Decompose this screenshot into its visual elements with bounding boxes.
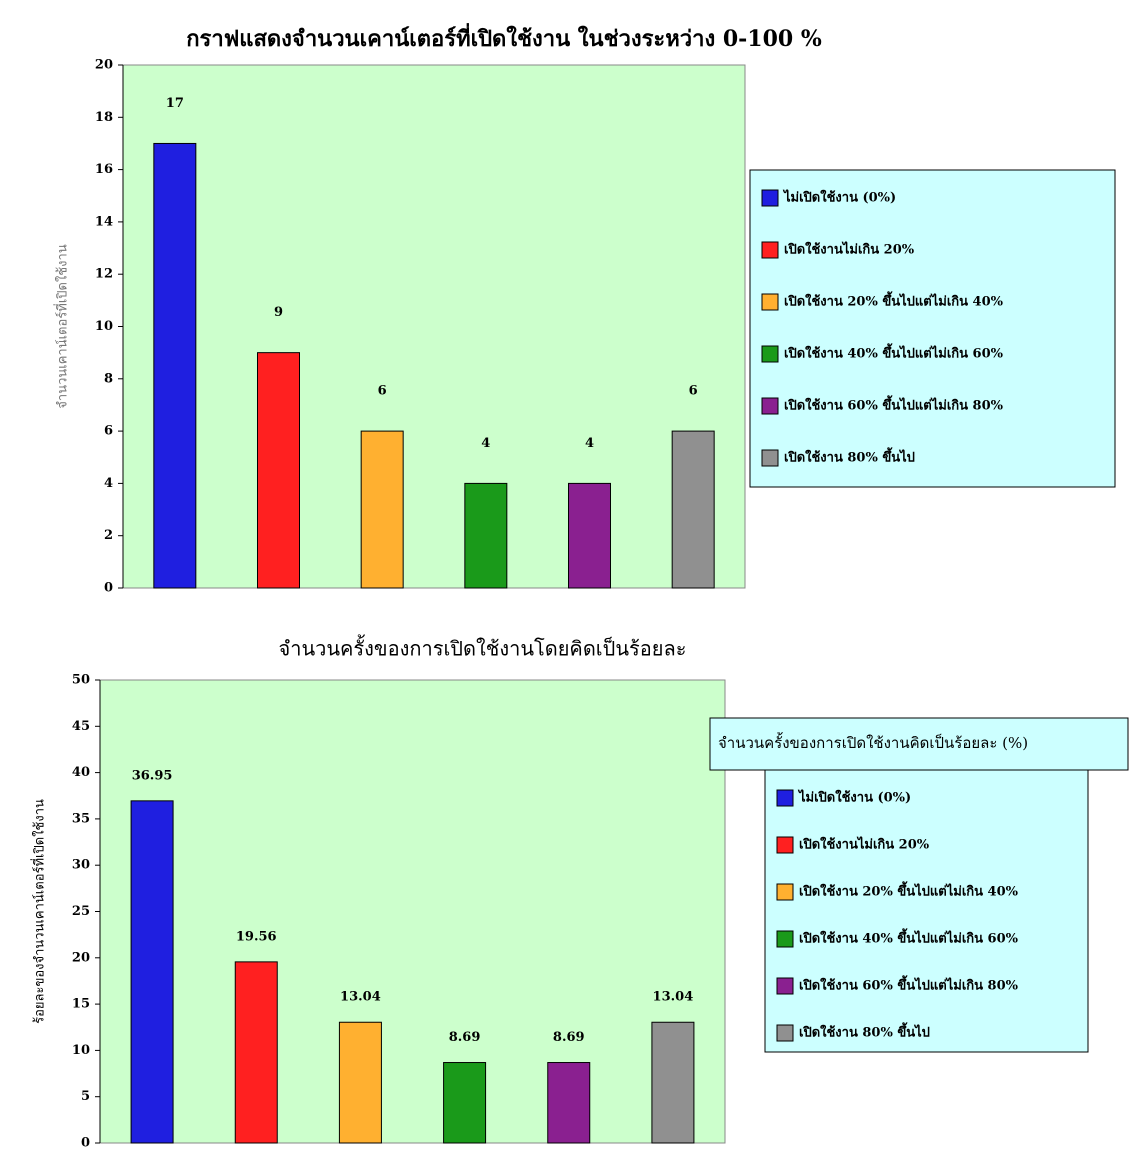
bar [443, 1062, 487, 1144]
y-tick-label: 35 [72, 811, 90, 826]
legend-swatch [776, 836, 794, 854]
legend-label: เปิดใช้งาน 20% ขึ้นไปแต่ไม่เกิน 40% [799, 881, 1019, 900]
legend-label: เปิดใช้งานไม่เกิน 20% [799, 836, 930, 853]
bar [464, 482, 508, 589]
legend-swatch [776, 977, 794, 995]
legend-swatch [761, 345, 779, 363]
y-tick-label: 16 [95, 162, 113, 177]
bar [547, 1062, 591, 1144]
legend-box [764, 769, 1089, 1053]
legend-swatch [776, 930, 794, 948]
legend-swatch [761, 189, 779, 207]
legend-label: ไม่เปิดใช้งาน (0%) [782, 189, 896, 206]
y-axis-label: จำนวนเคาน์เตอร์ที่เปิดใช้งาน [54, 244, 71, 409]
y-tick-label: 10 [72, 1043, 90, 1058]
legend-label: เปิดใช้งาน 60% ขึ้นไปแต่ไม่เกิน 80% [784, 395, 1004, 414]
y-tick-label: 20 [95, 58, 113, 73]
legend-label: เปิดใช้งาน 40% ขึ้นไปแต่ไม่เกิน 60% [784, 343, 1004, 362]
data-label: 4 [481, 436, 490, 451]
bar [651, 1021, 695, 1144]
legend-label: เปิดใช้งานไม่เกิน 20% [784, 241, 915, 258]
y-tick-label: 40 [72, 765, 90, 780]
legend-label: เปิดใช้งาน 80% ขึ้นไป [784, 447, 915, 466]
y-tick-label: 0 [81, 1136, 90, 1150]
chart-title: กราฟแสดงจำนวนเคาน์เตอร์ที่เปิดใช้งาน ในช… [186, 22, 822, 52]
y-tick-label: 4 [104, 476, 113, 491]
y-tick-label: 14 [95, 214, 113, 229]
chart-title: จำนวนครั้งของการเปิดใช้งานโดยคิดเป็นร้อย… [279, 635, 687, 661]
data-label: 8.69 [553, 1030, 585, 1045]
bar [360, 430, 404, 589]
y-tick-label: 18 [95, 110, 113, 125]
bar [568, 482, 611, 589]
y-tick-label: 2 [104, 528, 113, 543]
legend-label: เปิดใช้งาน 80% ขึ้นไป [799, 1022, 930, 1041]
bar [234, 961, 278, 1144]
data-label: 13.04 [340, 990, 381, 1005]
y-tick-label: 50 [72, 673, 90, 688]
bar [338, 1021, 382, 1144]
legend-label: เปิดใช้งาน 20% ขึ้นไปแต่ไม่เกิน 40% [784, 291, 1004, 310]
bar [130, 800, 174, 1144]
bar [257, 352, 300, 589]
bar [671, 430, 715, 589]
y-tick-label: 45 [72, 719, 90, 734]
y-tick-label: 30 [72, 858, 90, 873]
legend-swatch [776, 1024, 794, 1042]
data-label: 6 [689, 384, 698, 399]
data-label: 36.95 [132, 768, 173, 783]
legend-label: เปิดใช้งาน 60% ขึ้นไปแต่ไม่เกิน 80% [799, 975, 1019, 994]
y-tick-label: 20 [72, 950, 90, 965]
legend-label: ไม่เปิดใช้งาน (0%) [797, 789, 911, 806]
y-axis-label: ร้อยละของจำนวนเคาน์เตอร์ที่เปิดใช้งาน [31, 799, 48, 1024]
data-label: 8.69 [449, 1030, 481, 1045]
legend-swatch [761, 241, 779, 259]
bar [153, 142, 197, 589]
y-tick-label: 10 [95, 319, 113, 334]
data-label: 19.56 [236, 929, 277, 944]
data-label: 13.04 [653, 990, 694, 1005]
y-tick-label: 5 [81, 1089, 90, 1104]
legend-swatch [761, 449, 779, 467]
data-label: 4 [585, 436, 594, 451]
legend-title-box [709, 717, 1129, 771]
y-tick-label: 8 [104, 371, 113, 386]
legend-swatch [761, 293, 779, 311]
y-tick-label: 25 [72, 904, 90, 919]
data-label: 6 [378, 384, 387, 399]
legend-swatch [776, 789, 794, 807]
plot-area [99, 679, 726, 1144]
y-tick-label: 0 [104, 581, 113, 596]
legend-box [749, 169, 1116, 488]
y-tick-label: 12 [95, 267, 113, 282]
legend-swatch [761, 397, 779, 415]
legend-swatch [776, 883, 794, 901]
y-tick-label: 6 [104, 424, 113, 439]
legend-label: เปิดใช้งาน 40% ขึ้นไปแต่ไม่เกิน 60% [799, 928, 1019, 947]
data-label: 17 [166, 96, 184, 111]
legend-title: จำนวนครั้งของการเปิดใช้งานคิดเป็นร้อยละ … [718, 732, 1028, 752]
data-label: 9 [274, 305, 283, 320]
plot-area [122, 64, 746, 589]
y-tick-label: 15 [72, 997, 90, 1012]
